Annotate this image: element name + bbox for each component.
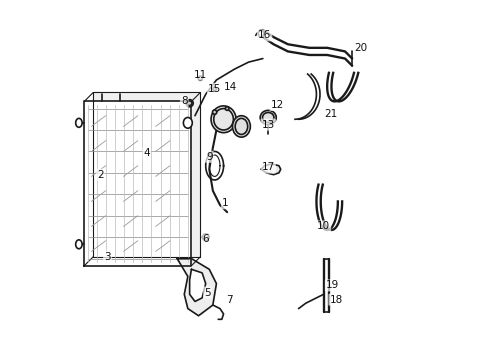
- Polygon shape: [190, 269, 206, 301]
- Text: 2: 2: [97, 170, 104, 180]
- Ellipse shape: [183, 117, 192, 128]
- Text: 9: 9: [206, 152, 213, 162]
- Text: 15: 15: [208, 84, 221, 94]
- Ellipse shape: [260, 111, 276, 125]
- Text: 11: 11: [194, 69, 207, 80]
- Text: 8: 8: [181, 96, 188, 107]
- Text: 12: 12: [270, 100, 284, 110]
- Text: 4: 4: [144, 148, 150, 158]
- Polygon shape: [93, 93, 200, 257]
- Ellipse shape: [225, 107, 229, 111]
- Text: 7: 7: [225, 295, 232, 305]
- Text: 18: 18: [329, 295, 343, 305]
- Ellipse shape: [186, 100, 193, 107]
- Polygon shape: [177, 258, 217, 316]
- Ellipse shape: [213, 87, 217, 91]
- Text: 3: 3: [104, 252, 111, 262]
- Ellipse shape: [232, 116, 250, 137]
- Ellipse shape: [213, 110, 217, 114]
- Ellipse shape: [75, 118, 82, 127]
- Text: 19: 19: [326, 280, 339, 291]
- Polygon shape: [84, 102, 192, 266]
- Text: 14: 14: [224, 82, 237, 92]
- Text: 5: 5: [204, 288, 211, 297]
- Polygon shape: [261, 164, 281, 175]
- Text: 20: 20: [355, 43, 368, 53]
- Text: 1: 1: [222, 198, 229, 208]
- Ellipse shape: [211, 106, 236, 133]
- Ellipse shape: [202, 234, 209, 240]
- Text: 17: 17: [262, 162, 275, 172]
- Text: 10: 10: [317, 221, 330, 231]
- Text: 13: 13: [262, 120, 275, 130]
- Text: 16: 16: [258, 30, 271, 40]
- Ellipse shape: [75, 240, 82, 249]
- Ellipse shape: [198, 76, 202, 80]
- Text: 6: 6: [202, 234, 209, 244]
- Text: 21: 21: [324, 109, 337, 119]
